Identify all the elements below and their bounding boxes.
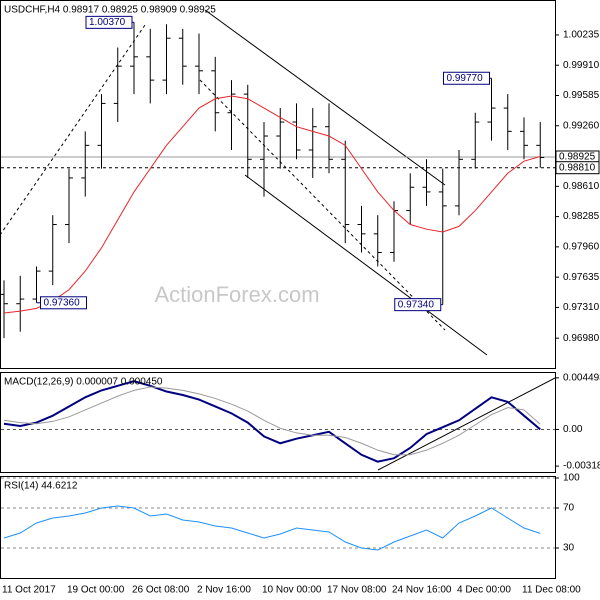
x-tick-label: 2 Nov 16:00	[197, 585, 251, 596]
y-tick-label: -0.003186	[563, 461, 600, 472]
y-tick-label: 0.99585	[563, 90, 600, 101]
price-panel	[0, 0, 556, 369]
y-tick-label: 0.97960	[563, 242, 600, 253]
trendlines	[0, 9, 556, 471]
y-tick-label: 0.00	[563, 424, 583, 435]
x-tick-label: 11 Dec 08:00	[522, 585, 581, 596]
trend-dashed	[0, 24, 146, 236]
series-line	[3, 380, 541, 463]
x-tick-label: 4 Dec 00:00	[457, 585, 511, 596]
rsi-panel	[0, 476, 556, 579]
price-box-label: 0.98810	[559, 162, 596, 173]
trend-dashed	[199, 79, 446, 331]
y-tick-label: 0.97635	[563, 272, 600, 283]
y-tick-label: 0.004493	[563, 372, 600, 383]
x-tick-label: 24 Nov 16:00	[392, 585, 452, 596]
series-line	[3, 505, 541, 551]
channel-upper	[204, 9, 446, 186]
price-box-label: 0.98925	[559, 152, 596, 163]
annotation-label: 1.00370	[89, 17, 126, 28]
y-tick-label: 100	[563, 473, 580, 484]
moving-average	[3, 95, 541, 314]
series-line	[3, 386, 541, 456]
panel-title: MACD(12,26,9) 0.000007 0.000450	[4, 377, 163, 388]
annotation-box	[85, 15, 133, 29]
channel-lower	[244, 174, 488, 356]
y-tick-label: 0.98285	[563, 211, 600, 222]
x-tick-label: 10 Nov 00:00	[262, 585, 322, 596]
y-tick-label: 0.96980	[563, 333, 600, 344]
macd-panel	[0, 372, 556, 473]
annotation-box	[443, 71, 490, 85]
y-tick-label: 0.98610	[563, 181, 600, 192]
y-tick-label: 0.99260	[563, 120, 600, 131]
x-tick-label: 19 Oct 00:00	[67, 585, 125, 596]
y-tick-label: 70	[563, 503, 575, 514]
annotation-label: 0.97360	[44, 297, 81, 308]
y-tick-label: 30	[563, 543, 575, 554]
y-tick-label: 1.00235	[563, 30, 600, 41]
panel-title: RSI(14) 44.6212	[4, 481, 78, 492]
x-tick-label: 26 Oct 08:00	[132, 585, 190, 596]
price-box	[555, 161, 600, 175]
annotation-label: 0.99770	[447, 73, 484, 84]
x-tick-label: 17 Nov 08:00	[327, 585, 387, 596]
annotation-box	[40, 296, 87, 310]
annotation-box	[394, 298, 442, 312]
panel-title: USDCHF,H4 0.98917 0.98925 0.98909 0.9892…	[4, 5, 216, 16]
y-tick-label: 0.99910	[563, 60, 600, 71]
y-tick-label: 0.97310	[563, 302, 600, 313]
x-tick-label: 11 Oct 2017	[2, 585, 56, 596]
annotation-label: 0.97340	[398, 299, 435, 310]
watermark: ActionForex.com	[154, 282, 319, 307]
